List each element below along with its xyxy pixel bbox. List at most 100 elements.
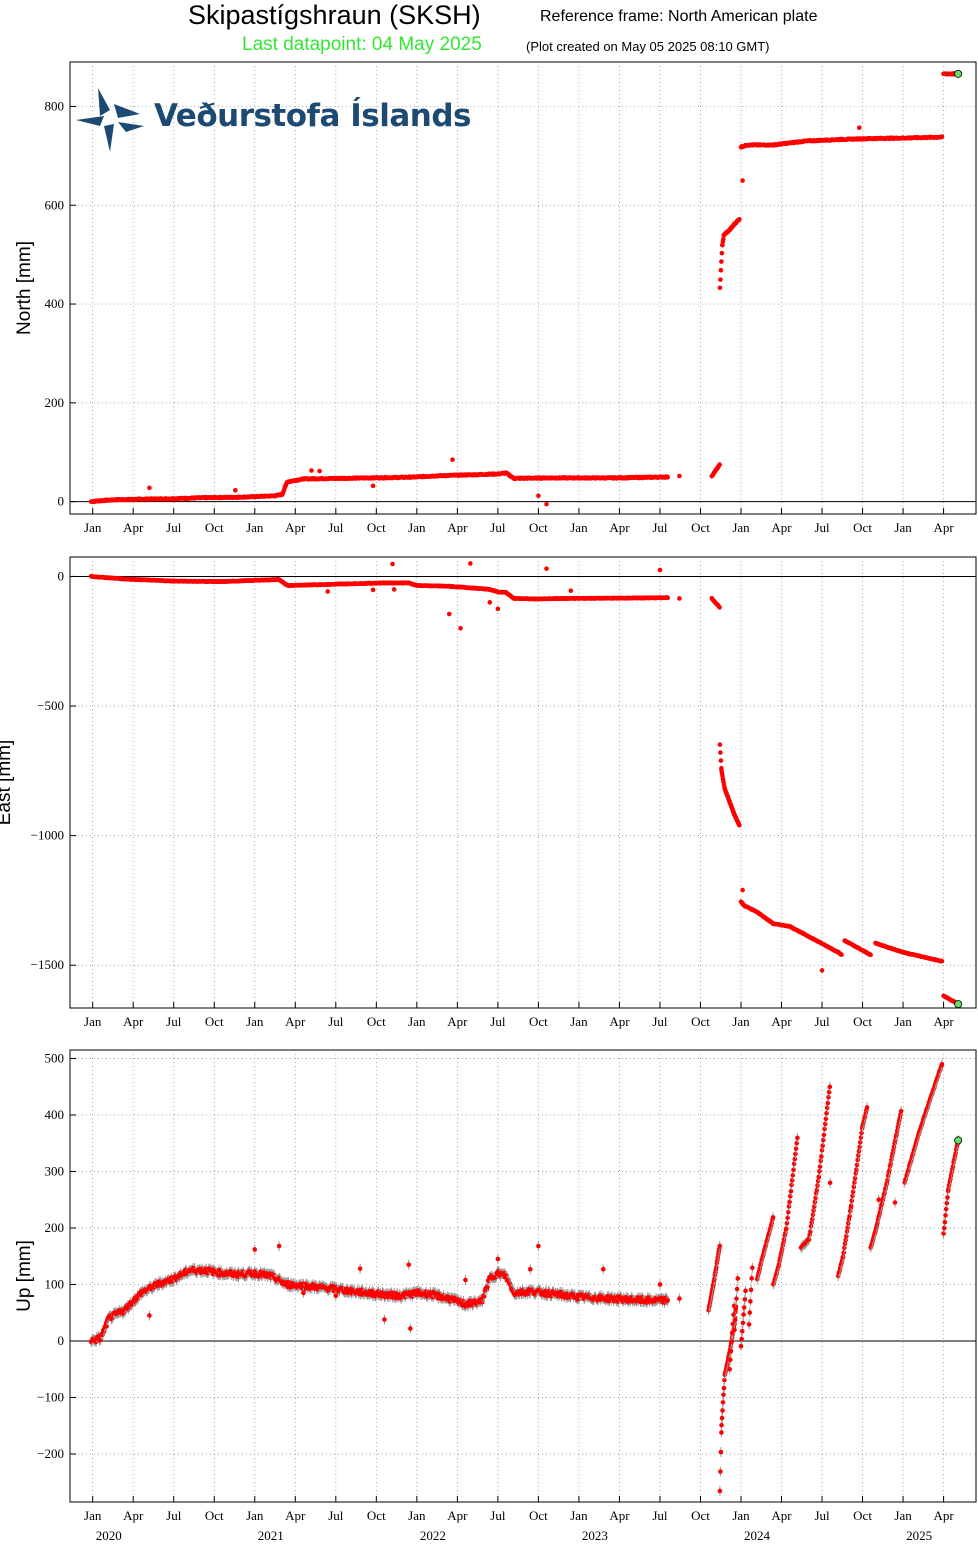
data-point — [737, 217, 742, 222]
data-point — [677, 473, 682, 479]
data-point — [721, 1392, 726, 1398]
data-point — [718, 1469, 723, 1474]
x-tick-label: Jan — [894, 1014, 912, 1029]
x-tick-label: Jan — [408, 1508, 426, 1523]
last-data-point — [954, 1000, 963, 1009]
outlier-point — [819, 968, 825, 973]
data-point — [677, 1296, 682, 1301]
data-point — [104, 1324, 109, 1329]
x-tick-label: Jul — [328, 520, 344, 535]
x-tick-label: Jan — [570, 1014, 588, 1029]
x-tick-label: Jan — [246, 520, 264, 535]
outlier-point — [370, 483, 376, 489]
x-tick-label: Jan — [570, 520, 588, 535]
x-tick-label: Apr — [933, 1508, 954, 1523]
y-tick-label: 600 — [45, 197, 65, 212]
outlier-point — [450, 457, 455, 462]
y-axis-label: Up [mm] — [14, 1240, 35, 1312]
x-tick-label: Jan — [732, 520, 750, 535]
x-tick-label: Jul — [652, 1014, 668, 1029]
data-point — [718, 750, 723, 755]
data-point — [677, 596, 682, 601]
x-tick-label: Oct — [691, 1014, 710, 1029]
data-point — [739, 1336, 744, 1342]
outlier-point — [468, 561, 473, 566]
data-point — [718, 758, 724, 763]
outlier-point — [857, 125, 862, 131]
data-point — [739, 1328, 745, 1334]
plot-created-label: (Plot created on May 05 2025 08:10 GMT) — [526, 39, 770, 54]
data-point — [665, 475, 671, 480]
x-tick-label: Oct — [529, 1014, 548, 1029]
data-point — [719, 1415, 725, 1421]
y-tick-label: 500 — [45, 1050, 65, 1065]
data-point — [480, 1299, 485, 1305]
y-tick-label: −200 — [37, 1446, 64, 1461]
x-tick-label: Oct — [205, 520, 224, 535]
x-tick-label: Apr — [123, 1014, 144, 1029]
y-tick-label: 400 — [45, 296, 65, 311]
x-tick-label: Jan — [894, 520, 912, 535]
data-point — [743, 1288, 748, 1294]
x-tick-label: Jul — [166, 520, 182, 535]
data-point — [717, 1488, 723, 1494]
x-tick-label: Jan — [246, 1508, 264, 1523]
data-point — [718, 267, 724, 273]
x-tick-label: Oct — [853, 520, 872, 535]
outlier-point — [391, 587, 397, 592]
plot-frame — [69, 556, 977, 1009]
outlier-point — [544, 566, 549, 571]
chart-title: Skipastígshraun (SKSH) — [188, 0, 481, 30]
y-tick-label: −1500 — [31, 957, 64, 972]
outlier-point — [458, 625, 463, 631]
reference-frame-label: Reference frame: North American plate — [540, 8, 818, 25]
outlier-point — [536, 493, 541, 499]
data-point — [665, 1298, 671, 1303]
x-tick-label: Jan — [84, 1508, 102, 1523]
panel-2: Jan Apr Jul Oct Jan Apr Jul Oct Jan Apr Jul Oct Jan A… — [14, 1049, 977, 1523]
x-tick-label: Oct — [853, 1014, 872, 1029]
x-tick-label: Jan — [894, 1508, 912, 1523]
data-point — [741, 1305, 747, 1310]
x-tick-label: Apr — [285, 1014, 306, 1029]
x-tick-label: Jan — [732, 1508, 750, 1523]
x-tick-label: Jan — [84, 520, 102, 535]
outlier-point — [740, 887, 745, 893]
data-point — [742, 1297, 748, 1302]
data-point — [717, 1243, 723, 1249]
x-tick-label: Oct — [205, 1014, 224, 1029]
x-tick-label: Oct — [367, 1508, 386, 1523]
data-point — [717, 285, 723, 291]
data-point — [939, 134, 945, 139]
data-point — [748, 1299, 753, 1304]
plot-frame — [69, 61, 977, 515]
x-tick-label: Oct — [691, 1508, 710, 1523]
y-tick-label: 400 — [45, 1107, 65, 1122]
y-tick-label: 200 — [45, 395, 65, 410]
data-point — [732, 1327, 737, 1333]
data-point — [770, 1215, 776, 1220]
data-point — [747, 1310, 753, 1315]
data-point — [939, 958, 945, 964]
y-tick-label: −500 — [37, 698, 64, 713]
outlier-point — [390, 561, 395, 567]
outlier-point — [147, 485, 152, 491]
data-point — [740, 1320, 746, 1326]
outlier-point — [370, 587, 376, 593]
x-tick-label: Jan — [84, 1014, 102, 1029]
data-point — [738, 1343, 744, 1349]
data-point — [868, 952, 873, 958]
data-point — [741, 1312, 746, 1317]
data-point — [665, 595, 671, 601]
panel-0: Jan Apr Jul Oct Jan Apr Jul Oct Jan Apr Jul Oct Jan A… — [14, 61, 977, 535]
outlier-point — [233, 487, 238, 493]
outlier-point — [495, 606, 501, 612]
data-point — [717, 462, 722, 467]
data-point — [481, 1293, 487, 1299]
x-tick-label: Oct — [367, 520, 386, 535]
panel-1: Jan Apr Jul Oct Jan Apr Jul Oct Jan Apr Jul Oct Jan A… — [0, 556, 977, 1029]
data-point — [748, 1287, 754, 1293]
data-point — [727, 1366, 732, 1372]
outlier-point — [317, 468, 322, 474]
y-tick-label: 0 — [58, 1333, 65, 1348]
